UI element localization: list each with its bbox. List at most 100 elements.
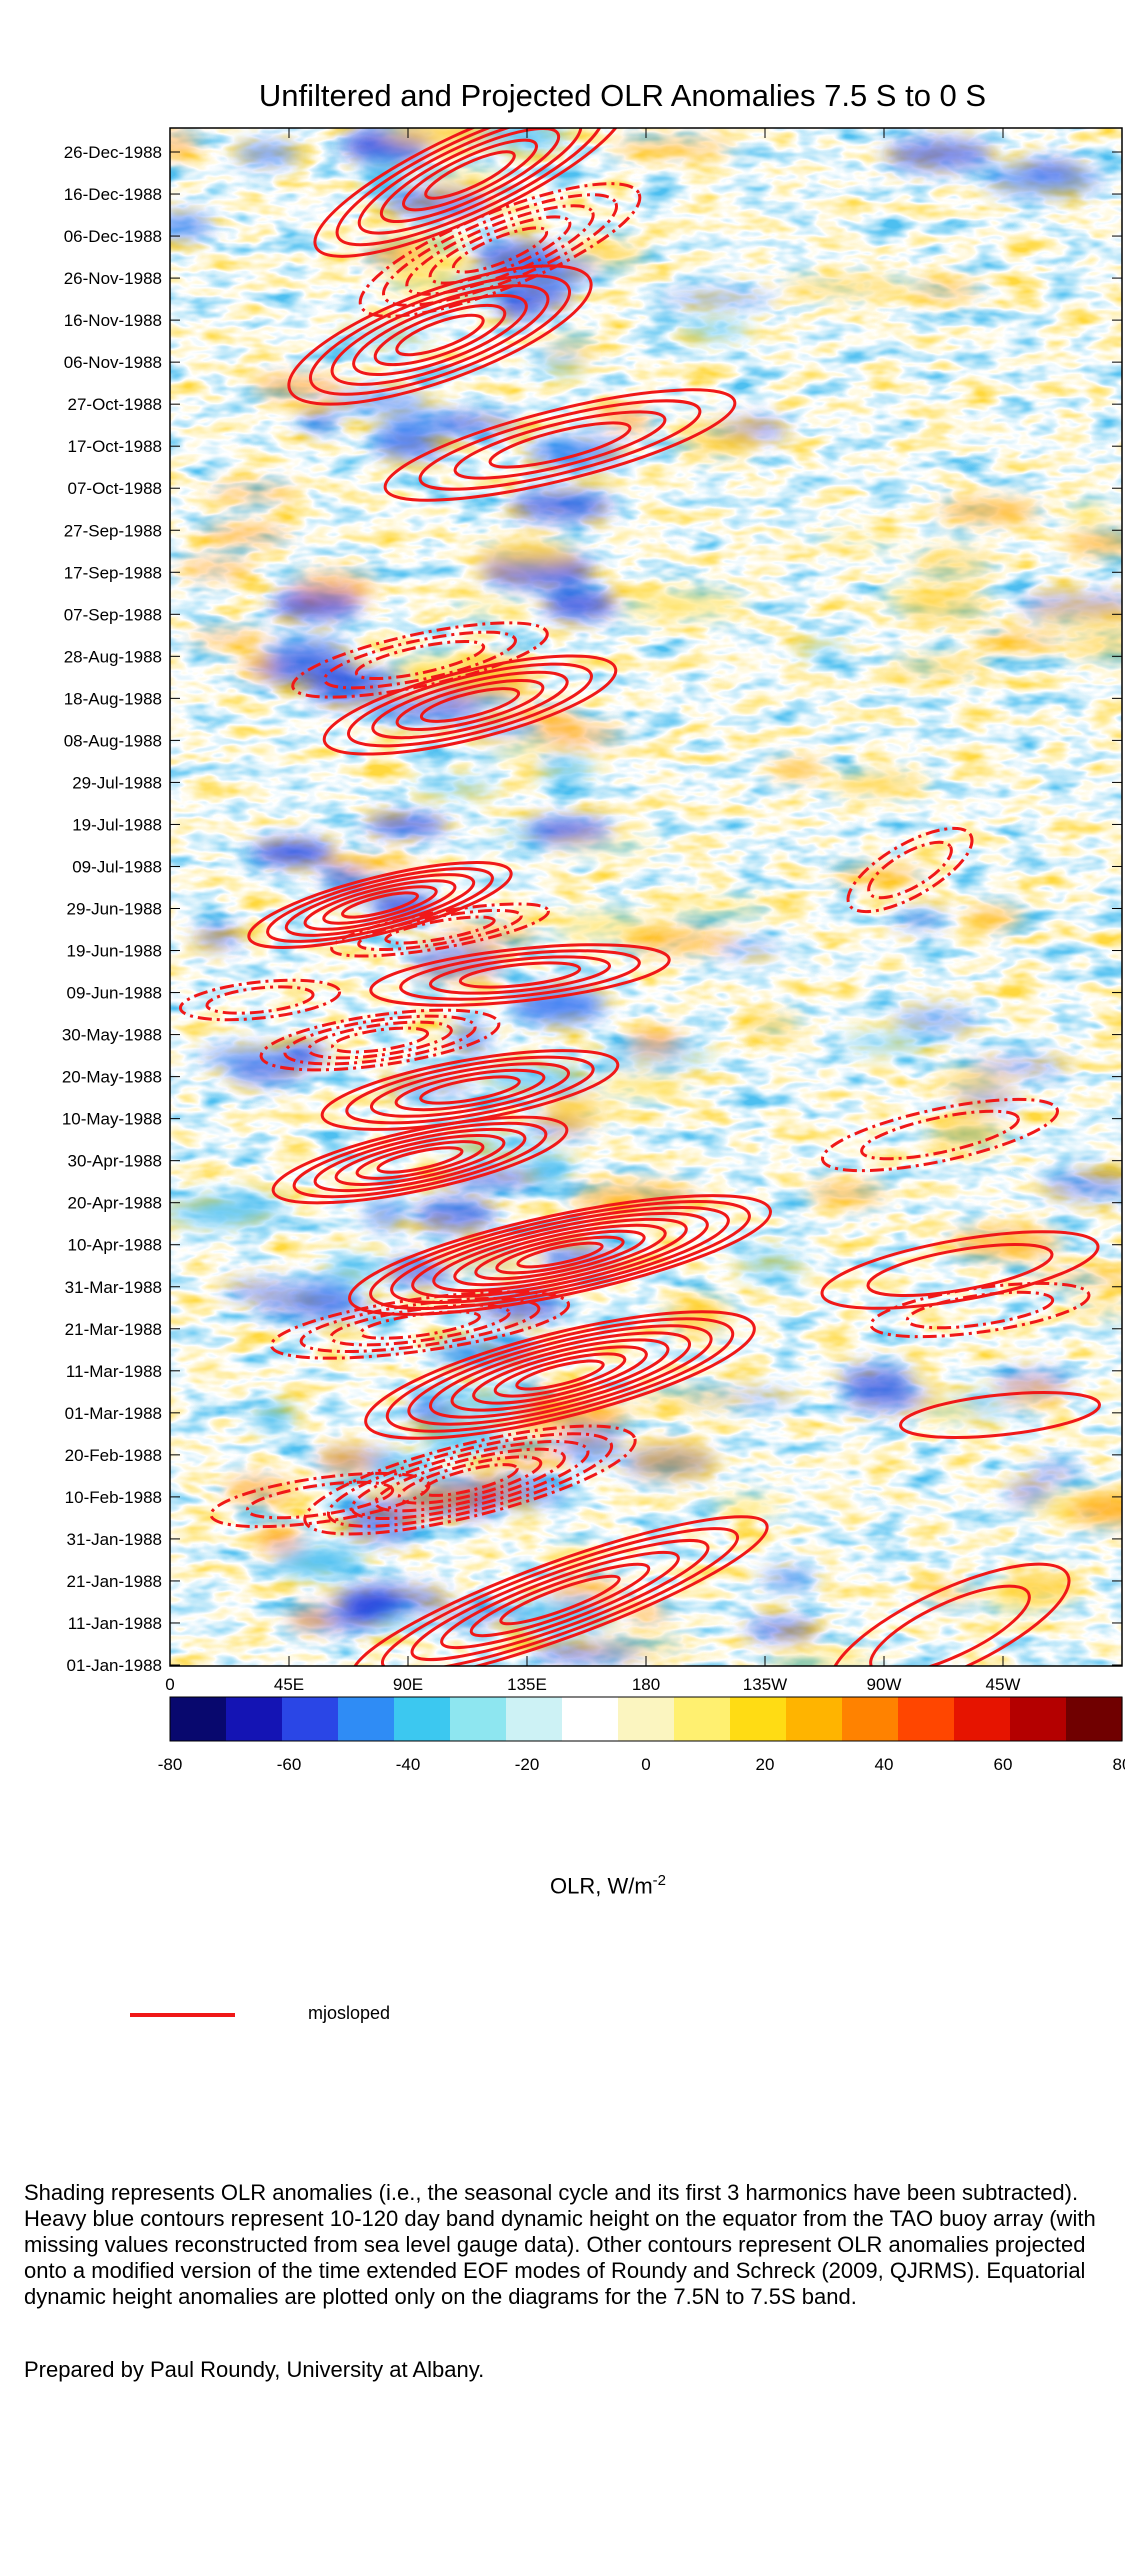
mjosloped-contour	[351, 1515, 769, 1666]
mjosloped-contour	[303, 879, 457, 931]
mjosloped-contour	[283, 1014, 477, 1066]
colorbar: -80 -60 -40 -20 0 20 40 60 80	[158, 1696, 1125, 1774]
olr-negative-anomaly	[434, 414, 518, 434]
mjosloped-contour	[474, 1229, 646, 1281]
mjosloped-contour	[259, 1008, 501, 1072]
olr-negative-anomaly	[738, 1249, 805, 1279]
mjosloped-contour	[440, 1550, 680, 1650]
olr-negative-anomaly	[251, 841, 335, 865]
mjosloped-contour	[860, 1109, 1020, 1161]
y-tick-label: 19-Jul-1988	[72, 815, 162, 834]
mjosloped-contour	[178, 978, 342, 1022]
olr-positive-anomaly	[238, 657, 277, 675]
y-tick-label: 31-Jan-1988	[67, 1530, 162, 1549]
y-tick-label: 01-Mar-1988	[65, 1404, 162, 1423]
mjosloped-contour	[291, 621, 549, 699]
olr-negative-anomaly	[594, 1044, 712, 1068]
colorbar-tick-label: -80	[158, 1755, 183, 1774]
olr-negative-anomaly	[1043, 1170, 1122, 1200]
olr-positive-anomaly	[320, 1448, 374, 1474]
olr-negative-anomaly	[840, 1366, 913, 1394]
y-tick-label: 27-Oct-1988	[68, 395, 163, 414]
mjosloped-contour	[247, 861, 513, 949]
olr-negative-anomaly	[170, 212, 213, 239]
mjosloped-contour	[516, 1241, 604, 1269]
mjosloped-contour	[469, 1562, 651, 1638]
olr-negative-anomaly	[254, 1297, 380, 1320]
x-tick-label: 90E	[393, 1675, 423, 1694]
colorbar-swatch	[282, 1697, 339, 1741]
mjosloped-contour	[458, 961, 582, 989]
olr-negative-anomaly	[838, 1036, 935, 1051]
olr-negative-anomaly	[482, 1067, 595, 1092]
mjosloped-contour	[357, 908, 523, 952]
y-tick-label: 10-May-1988	[62, 1110, 162, 1129]
mjosloped-contour	[269, 1290, 571, 1360]
mjosloped-contour	[345, 1055, 595, 1125]
y-tick-label: 20-Feb-1988	[65, 1446, 162, 1465]
y-tick-label: 28-Aug-1988	[64, 647, 162, 666]
mjosloped-contour	[905, 1290, 1055, 1330]
y-tick-label: 16-Nov-1988	[64, 311, 162, 330]
y-tick-label: 19-Jun-1988	[67, 942, 162, 961]
mjosloped-contour	[313, 1127, 527, 1193]
colorbar-swatch	[562, 1697, 619, 1741]
y-tick-label: 29-Jun-1988	[67, 900, 162, 919]
olr-negative-anomaly	[451, 1022, 489, 1057]
y-tick-label: 09-Jul-1988	[72, 857, 162, 876]
mjosloped-contour	[373, 303, 507, 367]
olr-positive-anomaly	[1028, 606, 1122, 625]
y-tick-label: 10-Feb-1988	[65, 1488, 162, 1507]
mjosloped-contour	[867, 840, 953, 900]
olr-negative-anomaly	[414, 1197, 496, 1232]
colorbar-swatch	[786, 1697, 843, 1741]
olr-positive-anomaly	[890, 659, 988, 676]
mjosloped-contour	[407, 1324, 713, 1426]
mjosloped-contour	[354, 639, 486, 681]
y-tick-label: 20-May-1988	[62, 1068, 162, 1087]
mjosloped-contour	[369, 1200, 751, 1310]
x-tick-label: 90W	[867, 1675, 902, 1694]
olr-positive-anomaly	[1067, 534, 1122, 553]
olr-negative-anomaly	[543, 590, 618, 619]
colorbar-swatch	[842, 1697, 899, 1741]
x-tick-label: 135E	[507, 1675, 547, 1694]
olr-positive-anomaly	[611, 139, 734, 155]
mjosloped-contour	[493, 1352, 627, 1398]
olr-positive-anomaly	[814, 534, 902, 547]
mjosloped-contour	[472, 1345, 648, 1405]
mjosloped-contour	[418, 399, 702, 491]
olr-negative-anomaly	[225, 1280, 304, 1301]
olr-negative-anomaly	[796, 642, 847, 657]
mjosloped-contour	[869, 1281, 1091, 1339]
colorbar-swatch	[1066, 1697, 1123, 1741]
olr-positive-anomaly	[191, 631, 267, 645]
olr-negative-anomaly	[365, 815, 449, 835]
mjosloped-contour	[379, 128, 561, 223]
olr-positive-anomaly	[897, 589, 991, 622]
mjosloped-contour	[499, 1574, 621, 1626]
olr-positive-anomaly	[1064, 629, 1122, 659]
olr-negative-anomaly	[492, 281, 572, 312]
y-axis: 26-Dec-1988 16-Dec-1988 06-Dec-1988 26-Nov-…	[62, 143, 1122, 1675]
mjosloped-contour	[384, 915, 496, 945]
olr-positive-anomaly	[939, 1068, 1009, 1097]
x-tick-label: 135W	[743, 1675, 787, 1694]
olr-positive-anomaly	[914, 1400, 980, 1421]
hovmoller-chart: 26-Dec-1988 16-Dec-1988 06-Dec-1988 26-Nov-…	[62, 127, 1125, 1774]
mjosloped-contour	[395, 678, 545, 732]
mjosloped-contour	[326, 1432, 614, 1528]
olr-positive-anomaly	[226, 1477, 291, 1504]
olr-positive-anomaly	[545, 341, 602, 354]
mjosloped-contour	[341, 891, 419, 919]
olr-anomaly-shading	[170, 128, 1122, 1666]
olr-negative-anomaly	[844, 1389, 934, 1411]
olr-negative-anomaly	[1030, 1464, 1079, 1481]
olr-positive-anomaly	[1022, 1271, 1122, 1285]
mjosloped-contour	[347, 662, 593, 748]
y-tick-label: 09-Jun-1988	[67, 984, 162, 1003]
mjosloped-contour	[271, 1115, 569, 1205]
olr-positive-anomaly	[912, 548, 993, 581]
mjosloped-contour	[335, 128, 605, 247]
olr-positive-anomaly	[626, 1389, 748, 1408]
